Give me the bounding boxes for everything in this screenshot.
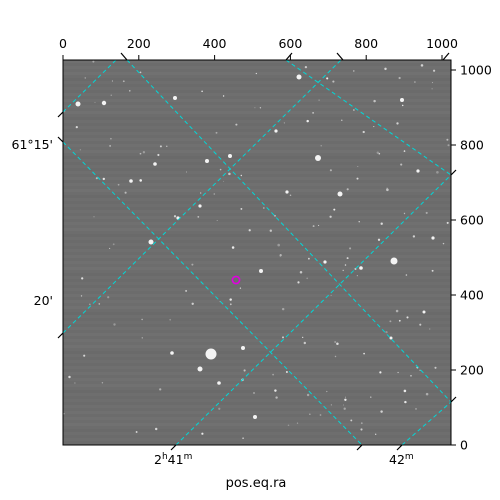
- dec-tick-label: 20': [34, 293, 53, 308]
- grid-line: [175, 174, 451, 445]
- dec-tick-label: 61°15': [12, 137, 54, 152]
- right-tick-label: 200: [460, 363, 484, 378]
- grid-line: [401, 401, 451, 445]
- grid-line: [285, 60, 451, 176]
- sky-image: [63, 60, 451, 445]
- right-tick-label: 600: [460, 213, 484, 228]
- right-tick-label: 400: [460, 288, 484, 303]
- target-marker: [231, 275, 241, 285]
- top-tick-label: 0: [59, 36, 67, 51]
- top-tick-label: 800: [354, 36, 378, 51]
- right-tick-label: 1000: [460, 63, 492, 78]
- top-tick-label: 400: [203, 36, 227, 51]
- ra-tick-label: 42m: [389, 452, 414, 467]
- top-tick-label: 1000: [426, 36, 458, 51]
- grid-line: [63, 60, 117, 113]
- ra-tick-label: 2h41m: [154, 452, 192, 467]
- grid-line: [126, 60, 451, 403]
- plot-frame: [62, 59, 452, 446]
- grid-line: [63, 60, 342, 334]
- x-axis-title: pos.eq.ra: [226, 476, 287, 491]
- coordinate-grid: [63, 60, 451, 445]
- top-tick-label: 200: [127, 36, 151, 51]
- star-field: [63, 60, 451, 445]
- right-tick-label: 800: [460, 138, 484, 153]
- grid-line: [63, 141, 363, 445]
- right-tick-label: 0: [460, 438, 468, 453]
- top-pixel-axis: 0 200 400 600 800 1000: [59, 36, 458, 60]
- right-pixel-axis: 0 200 400 600 800 1000: [451, 63, 492, 453]
- top-tick-label: 600: [278, 36, 302, 51]
- world-ticks: [57, 52, 457, 451]
